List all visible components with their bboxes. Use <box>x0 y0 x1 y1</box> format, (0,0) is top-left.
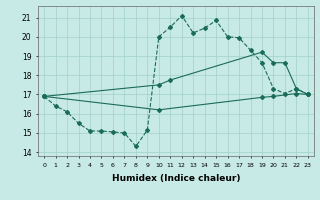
X-axis label: Humidex (Indice chaleur): Humidex (Indice chaleur) <box>112 174 240 183</box>
